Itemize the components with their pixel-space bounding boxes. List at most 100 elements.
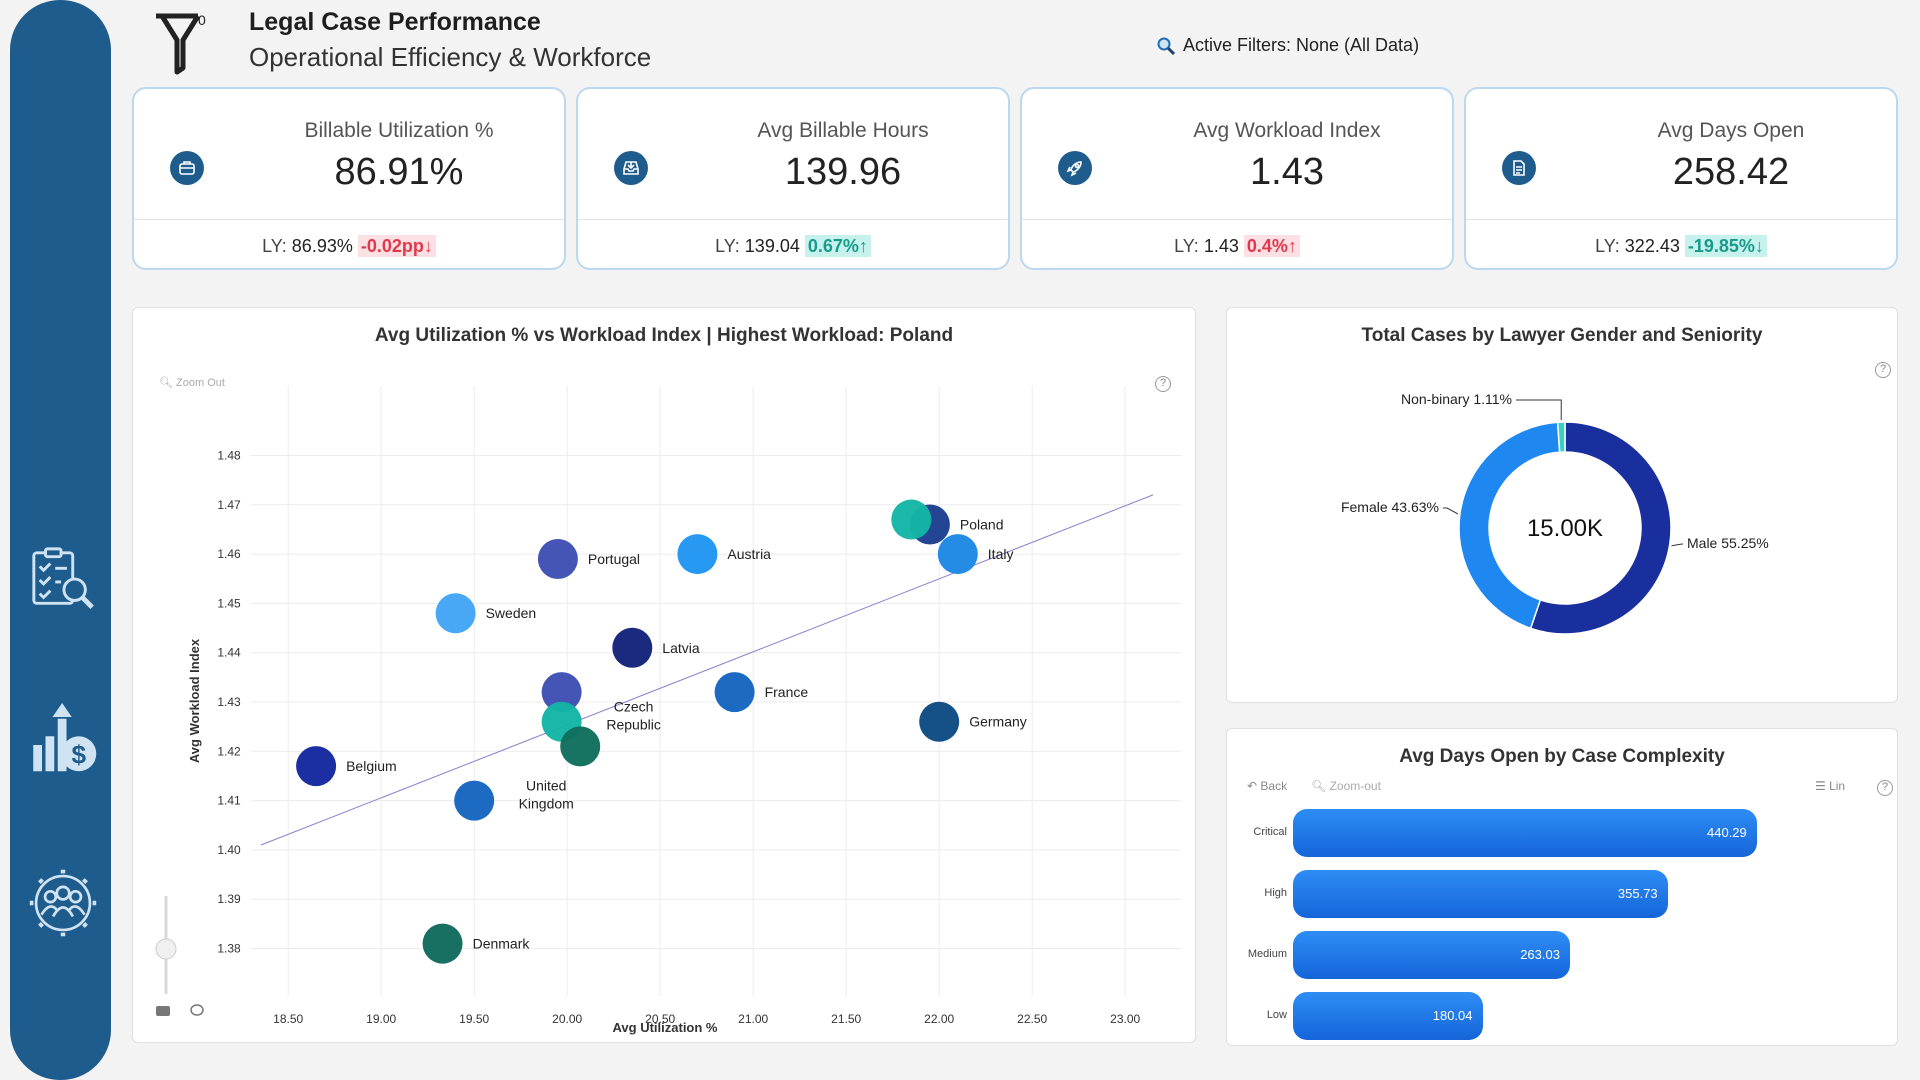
kpi-divider (578, 219, 1008, 220)
y-axis-title: Avg Workload Index (187, 638, 202, 763)
kpi-divider (1466, 219, 1896, 220)
document-icon (1502, 151, 1536, 185)
search-icon (1157, 37, 1175, 55)
data-point (296, 746, 337, 787)
kpi-label: Billable Utilization % (304, 119, 494, 142)
growth-dollar-icon[interactable]: $ (28, 701, 98, 775)
zoom-out-button[interactable]: 🔍︎ Zoom-out (1311, 779, 1381, 793)
bar[interactable] (1293, 992, 1483, 1040)
delta-badge: 0.4%↑ (1243, 235, 1300, 257)
kpi-value: 1.43 (1250, 151, 1324, 193)
point-label: Poland (960, 516, 1004, 532)
zoom-slider-handle[interactable] (155, 938, 177, 960)
kpi-card-avg-days-open[interactable]: Avg Days Open 258.42 LY: 322.43 -19.85%↓ (1464, 87, 1898, 270)
data-point (537, 539, 578, 579)
checklist-search-icon[interactable] (28, 543, 98, 617)
x-tick-label: 19.50 (459, 1012, 489, 1026)
team-gear-icon[interactable] (28, 866, 98, 940)
point-label: France (765, 684, 809, 700)
point-label: Denmark (473, 936, 531, 952)
arrow-up-icon: ↑ (1287, 236, 1297, 256)
leader-line (1671, 543, 1683, 547)
point-label-line: Czech (614, 699, 654, 715)
leader-line (1516, 399, 1562, 421)
kpi-card-billable-utilization[interactable]: Billable Utilization % 86.91% LY: 86.93%… (132, 87, 566, 270)
donut-chart[interactable]: Male 55.25% Female 43.63% Non-binary 1.11%… (1227, 308, 1899, 704)
y-tick-label: 1.47 (217, 498, 241, 512)
kpi-value: 139.96 (784, 151, 902, 193)
y-tick-label: 1.40 (217, 843, 241, 857)
delta-value: 0.67% (807, 236, 859, 256)
ly-label: LY: (262, 236, 287, 256)
kpi-divider (1022, 219, 1452, 220)
sidebar: $ (10, 0, 111, 1080)
filter-count-badge: 0 (198, 12, 206, 28)
kpi-card-avg-workload-index[interactable]: Avg Workload Index 1.43 LY: 1.43 0.4%↑ (1020, 87, 1454, 270)
bar-chart-title: Avg Days Open by Case Complexity (1399, 746, 1725, 767)
point-label: Italy (988, 546, 1014, 562)
y-tick-label: 1.43 (217, 695, 241, 709)
ly-label: LY: (715, 236, 740, 256)
screenshot-icon[interactable] (156, 1006, 170, 1016)
y-tick-label: 1.46 (217, 547, 241, 561)
y-tick-label: 1.48 (217, 448, 241, 462)
help-icon[interactable]: ? (1875, 362, 1891, 378)
help-icon[interactable]: ? (1155, 376, 1171, 392)
bar[interactable] (1293, 809, 1757, 857)
y-tick-label: 1.39 (217, 892, 241, 906)
zoom-out-label: Zoom Out (176, 377, 225, 389)
data-point (891, 499, 932, 540)
point-label-line: Kingdom (519, 796, 574, 812)
lasso-icon[interactable] (190, 1004, 204, 1016)
y-tick-label: 1.45 (217, 596, 241, 610)
slice-label: Non-binary 1.11% (1401, 391, 1512, 407)
arrow-up-icon: ↑ (858, 236, 868, 256)
back-button[interactable]: ↶ Back (1247, 779, 1288, 793)
delta-badge: -19.85%↓ (1684, 235, 1767, 257)
arrow-down-icon: ↓ (1754, 236, 1764, 256)
page-subtitle: Operational Efficiency & Workforce (249, 42, 652, 72)
donut-slice (1529, 421, 1672, 635)
donut-chart-panel: Total Cases by Lawyer Gender and Seniori… (1226, 307, 1898, 703)
delta-badge: -0.02pp↓ (357, 235, 436, 257)
active-filters-text: Active Filters: None (All Data) (1183, 35, 1420, 55)
ly-value: 139.04 (744, 236, 800, 256)
kpi-label: Avg Workload Index (1193, 119, 1381, 142)
help-icon[interactable]: ? (1877, 780, 1893, 796)
point-label: Portugal (588, 551, 640, 567)
data-point (919, 701, 960, 742)
bar-category-label: High (1264, 887, 1287, 899)
data-point (541, 672, 582, 713)
zoom-out-button[interactable]: 🔍︎ Zoom Out (159, 377, 225, 389)
scatter-chart-title: Avg Utilization % vs Workload Index | Hi… (374, 325, 954, 346)
kpi-card-avg-billable-hours[interactable]: Avg Billable Hours 139.96 LY: 139.04 0.6… (576, 87, 1010, 270)
kpi-last-year: LY: 1.43 0.4%↑ (1022, 235, 1452, 257)
y-tick-label: 1.38 (217, 942, 241, 956)
bar[interactable] (1293, 931, 1571, 979)
bar-chart-panel: Avg Days Open by Case Complexity ↶ Back … (1226, 728, 1898, 1046)
scale-toggle[interactable]: ☰ Lin (1815, 779, 1846, 793)
ly-label: LY: (1595, 236, 1620, 256)
x-tick-label: 22.00 (924, 1012, 954, 1026)
point-label: Belgium (346, 758, 397, 774)
data-point (422, 923, 463, 964)
data-point (677, 534, 718, 575)
leader-line (1443, 507, 1459, 515)
bar[interactable] (1293, 870, 1668, 918)
active-filters-status: Active Filters: None (All Data) (1157, 35, 1419, 56)
data-point (435, 593, 476, 634)
scatter-plot[interactable]: 1.38 1.39 1.40 1.41 1.42 1.43 1.44 1.45 1.46 1.47… (133, 308, 1197, 1044)
filter-funnel-icon[interactable] (152, 10, 222, 78)
zoom-out-label: Zoom-out (1329, 779, 1381, 793)
donut-center-total: 15.00K (1527, 515, 1603, 542)
point-label: Latvia (662, 640, 700, 656)
slice-label: Female 43.63% (1341, 499, 1439, 515)
kpi-value: 258.42 (1672, 151, 1790, 193)
slice-label: Male 55.25% (1687, 535, 1769, 551)
kpi-label: Avg Days Open (1657, 119, 1805, 142)
y-tick-label: 1.44 (217, 646, 241, 660)
bar-value-label: 355.73 (1617, 886, 1658, 901)
ly-label: LY: (1174, 236, 1199, 256)
x-axis-title: Avg Utilization % (613, 1020, 718, 1035)
data-point (937, 534, 978, 575)
